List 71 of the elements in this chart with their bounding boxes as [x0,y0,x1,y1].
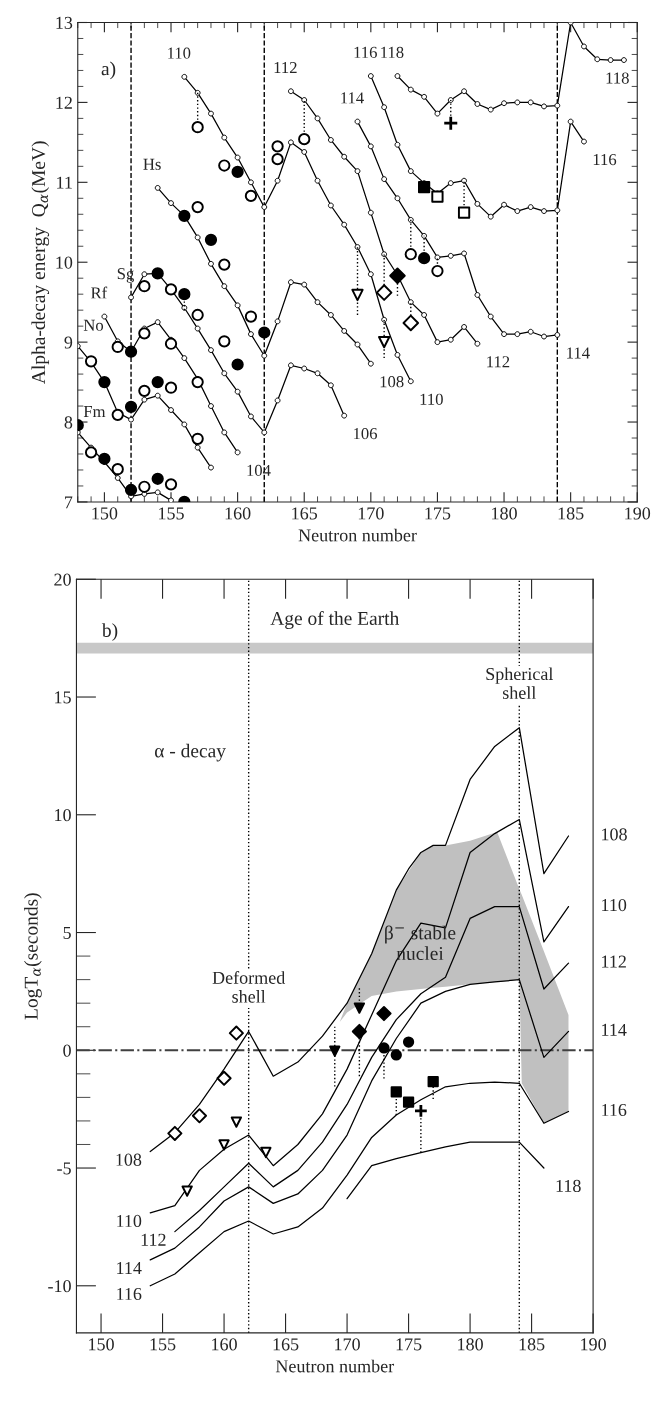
y-tick-label: 20 [54,573,71,586]
y-tick-label: 9 [64,336,73,349]
annotation: 114 [602,1023,627,1036]
y-tick-label: 0 [63,1044,71,1057]
ref-line-label: Spherical shell [486,667,554,699]
annotation: 116 [117,1287,142,1301]
x-tick-label: 185 [519,1338,545,1351]
annotation: 116 [593,153,617,166]
y-axis-title: Alpha-decay energy Q$_{α}$(MeV) [31,141,50,384]
annotation: No [83,319,104,331]
x-tick-label: 150 [89,1338,114,1351]
x-tick-label: 160 [212,1338,237,1351]
annotation: b) [101,623,118,641]
x-tick-label: 185 [558,507,584,520]
annotation: 118 [556,1179,581,1192]
x-tick-label: 190 [625,507,651,520]
y-tick-label: 10 [55,809,71,822]
x-tick-label: 170 [335,1338,360,1351]
annotation: α - decay [154,743,226,762]
annotation: Hs [143,158,161,170]
annotation: Rf [90,286,108,299]
annotation: Fm [83,406,106,417]
y-tick-label: 7 [65,496,73,509]
y-axis-title: LogT$_{α}$(seconds) [24,893,42,1020]
annotation: 114 [341,92,364,104]
y-tick-label: 13 [56,16,73,29]
annotation: Sg [117,268,134,283]
x-tick-label: 150 [92,507,118,520]
y-tick-label: -10 [48,1280,71,1293]
y-tick-label: 12 [56,96,72,109]
x-tick-label: 175 [396,1338,422,1351]
annotation: a) [101,61,116,80]
band-label: Age of the Earth [270,611,400,629]
y-tick-label: 8 [64,416,73,429]
y-tick-label: 15 [55,691,71,704]
x-tick-label: 165 [273,1338,299,1351]
y-tick-label: -5 [57,1162,71,1175]
annotation: 108 [380,376,404,388]
x-tick-label: 180 [458,1338,483,1351]
ref-line-label: Deformed shell [212,971,286,1003]
annotation: 118 [381,46,404,58]
annotation: 112 [487,356,510,368]
annotation: 116 [602,1103,627,1117]
annotation: 112 [141,1233,166,1246]
x-tick-label: 170 [358,507,384,520]
annotation: 114 [117,1262,142,1274]
annotation: 106 [353,428,378,440]
y-tick-label: 11 [57,176,72,189]
annotation: 110 [117,1214,142,1228]
annotation: 110 [420,393,443,405]
x-tick-label: 165 [292,507,318,520]
annotation: 112 [602,955,626,968]
x-tick-label: 155 [159,507,184,520]
x-tick-label: 160 [225,507,251,520]
x-axis-title: Neutron number [298,528,417,542]
y-tick-label: 5 [63,926,71,939]
x-tick-label: 180 [492,507,517,520]
annotation: 104 [247,464,271,477]
annotation: 118 [606,72,629,84]
annotation: 114 [567,347,590,359]
x-tick-label: 155 [150,1338,176,1351]
annotation: 108 [602,828,627,841]
x-tick-label: 175 [425,507,451,520]
x-axis-title: Neutron number [275,1359,395,1373]
annotation: 108 [116,1153,142,1166]
annotation: 110 [602,898,627,912]
annotation: 110 [168,47,191,59]
annotation: 116 [354,46,377,58]
x-tick-label: 190 [581,1338,606,1351]
annotation: 112 [274,61,297,73]
y-tick-label: 10 [56,256,73,269]
